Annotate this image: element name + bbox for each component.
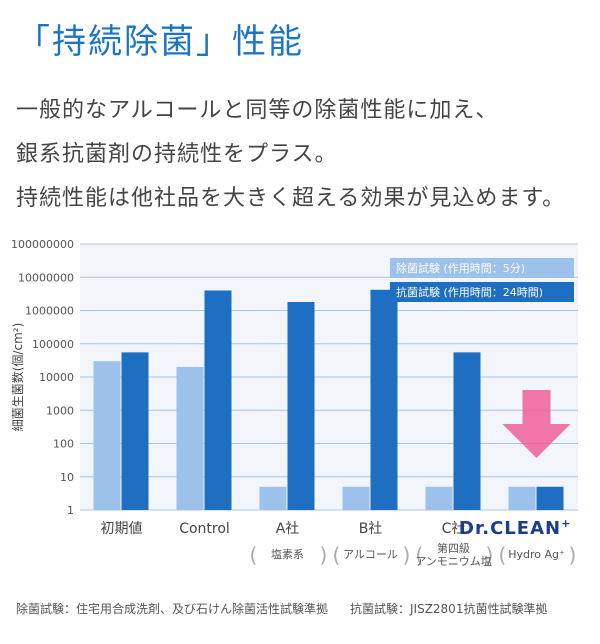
bar-antibacterial — [287, 302, 315, 510]
category-sublabel: 塩素系 — [271, 547, 304, 561]
footnote-left: 除菌試験：住宅用合成洗剤、及び石けん除菌活性試験準拠 — [16, 602, 329, 616]
bar-antibacterial — [370, 289, 398, 510]
page-title: 「持続除菌」性能 — [16, 22, 304, 62]
paren-right: ) — [403, 543, 411, 567]
bar-antibacterial — [121, 352, 149, 510]
bar-sterilization — [425, 486, 453, 510]
bar-sterilization — [93, 361, 121, 510]
category-sublabel: Hydro Ag⁺ — [508, 548, 565, 561]
y-axis-title: 細菌生菌数(個/cm²) — [10, 323, 25, 432]
paren-right: ) — [486, 543, 494, 567]
bar-sterilization — [508, 486, 536, 510]
category-label: Control — [179, 521, 230, 537]
legend-label: 除菌試験 (作用時間：5分) — [396, 261, 525, 275]
y-tick-label: 1000000 — [25, 305, 74, 318]
paren-right: ) — [569, 543, 577, 567]
y-tick-label: 1 — [67, 504, 74, 517]
down-arrow-icon — [502, 390, 571, 458]
footnote-right: 抗菌試験：JISZ2801抗菌性試験準拠 — [350, 602, 548, 616]
bar-sterilization — [259, 486, 287, 510]
y-tick-label: 10000000 — [18, 271, 74, 284]
legend-swatch — [390, 258, 574, 278]
paren-left: ( — [250, 543, 258, 567]
bar-antibacterial — [204, 290, 232, 510]
category-sublabel: アンモニウム塩 — [415, 554, 492, 568]
category-sublabel: アルコール — [343, 548, 398, 561]
category-label: B社 — [359, 521, 383, 537]
category-sublabel: 第四級 — [437, 541, 470, 555]
lead-line-2: 銀系抗菌剤の持続性をプラス。 — [16, 142, 338, 167]
bar-antibacterial — [536, 486, 564, 510]
brand-logo: Dr.CLEAN+ — [459, 517, 572, 539]
y-tick-label: 10 — [60, 471, 74, 484]
y-tick-label: 100000 — [32, 338, 74, 351]
category-label: A社 — [276, 521, 300, 537]
bar-chart: 100000000 10000000 1000000 100000 10000 1000 1… — [10, 238, 578, 568]
bar-antibacterial — [453, 352, 481, 510]
legend-label: 抗菌試験 (作用時間：24時間) — [396, 285, 543, 299]
paren-left: ( — [333, 543, 341, 567]
y-tick-label: 1000 — [46, 404, 74, 417]
bar-sterilization — [342, 486, 370, 510]
bar-sterilization — [176, 366, 204, 510]
paren-left: ( — [416, 543, 424, 567]
lead-line-3: 持続性能は他社品を大きく超える効果が見込めます。 — [16, 186, 566, 211]
category-label: 初期値 — [101, 520, 143, 537]
y-tick-label: 100 — [53, 438, 74, 451]
y-tick-label: 10000 — [39, 371, 74, 384]
category-label: C社 — [442, 521, 466, 537]
paren-right: ) — [320, 543, 328, 567]
paren-left: ( — [499, 543, 507, 567]
legend-swatch — [390, 282, 574, 302]
y-tick-label: 100000000 — [11, 238, 74, 251]
lead-line-1: 一般的なアルコールと同等の除菌性能に加え、 — [16, 98, 499, 123]
